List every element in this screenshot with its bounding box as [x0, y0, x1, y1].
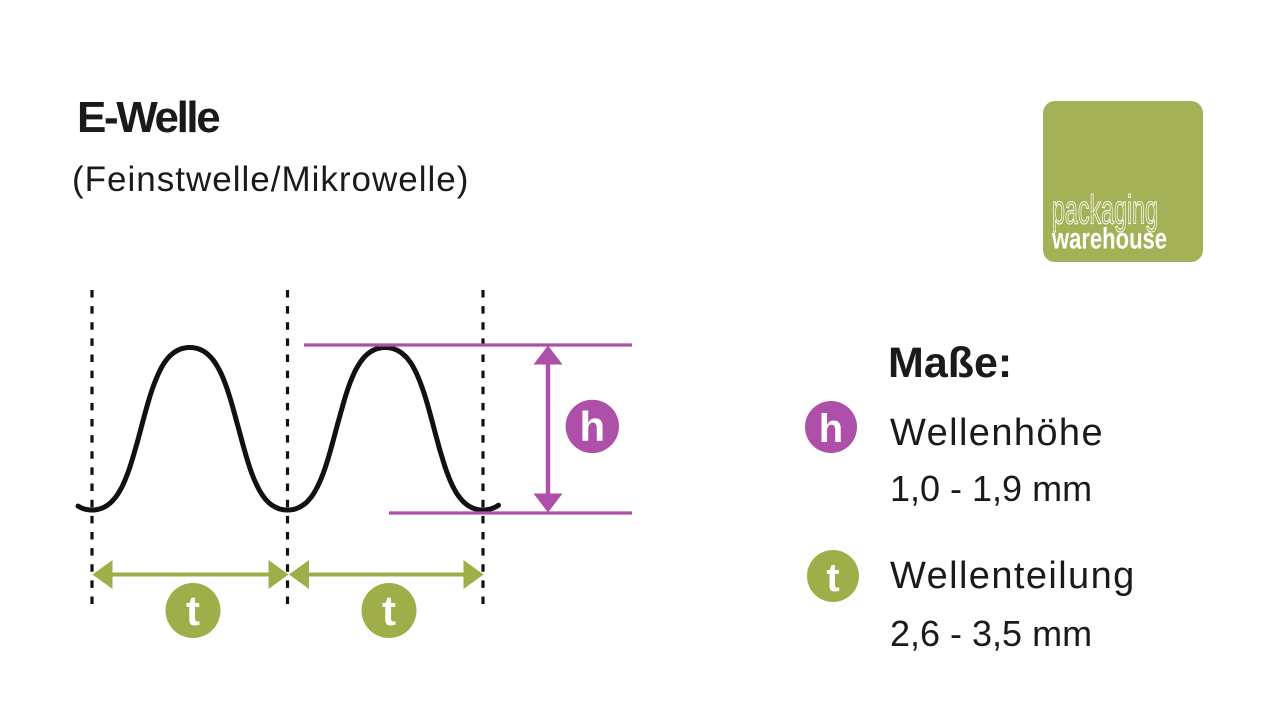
svg-text:t: t — [382, 587, 396, 634]
svg-text:h: h — [819, 407, 843, 451]
svg-text:packaging: packaging — [1052, 187, 1158, 233]
svg-text:t: t — [186, 587, 200, 634]
svg-text:h: h — [579, 403, 605, 450]
svg-text:warehouse: warehouse — [1051, 223, 1167, 256]
svg-text:t: t — [826, 556, 839, 600]
